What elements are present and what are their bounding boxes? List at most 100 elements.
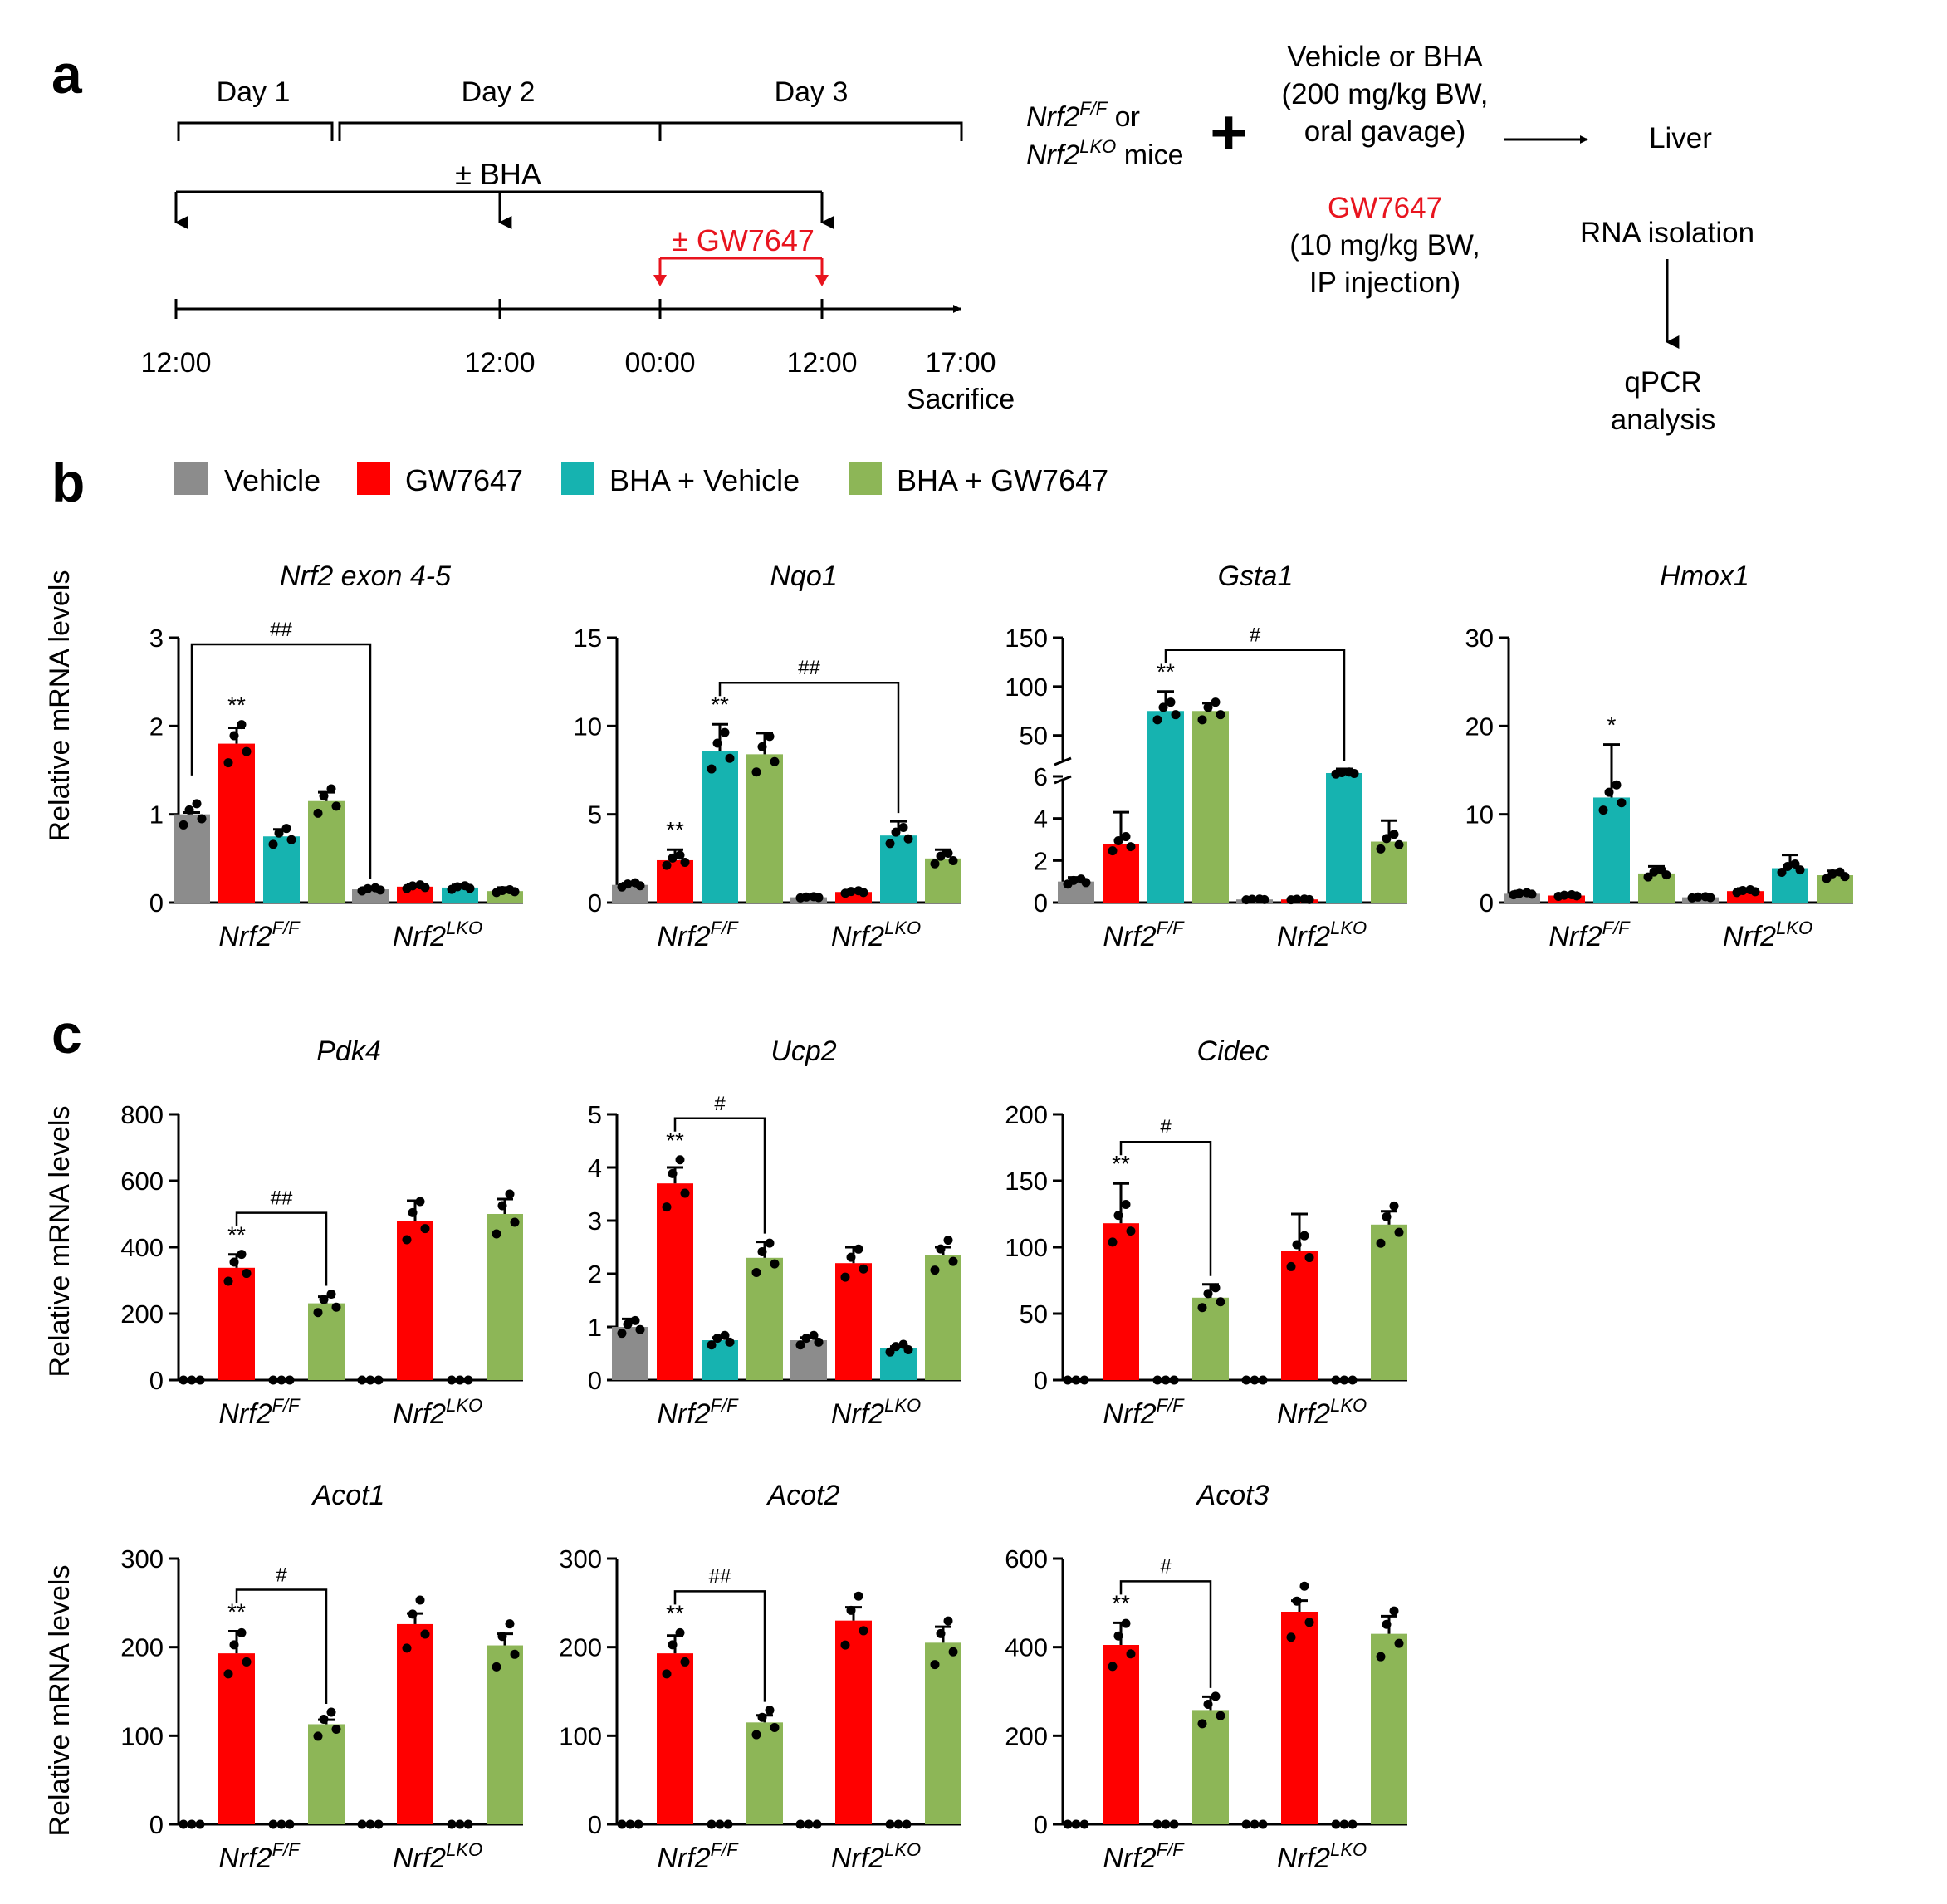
bar-bha-gw7647 <box>746 1722 783 1824</box>
comparison-bracket <box>190 643 372 879</box>
bar-gw7647 <box>835 1263 872 1380</box>
data-point <box>237 1250 247 1260</box>
data-point <box>814 1337 824 1347</box>
bar-vehicle <box>174 814 210 903</box>
data-point <box>840 1272 850 1282</box>
chart-title: Ucp2 <box>770 1035 836 1067</box>
y-tick-label: 0 <box>588 888 602 918</box>
y-tick-label: 6 <box>1034 762 1048 791</box>
y-tick-label: 30 <box>1465 624 1494 653</box>
data-point <box>1299 1231 1309 1241</box>
bar-bha-gw7647 <box>1192 711 1229 903</box>
data-point <box>1389 830 1399 839</box>
legend-swatch-vehicle <box>174 462 208 495</box>
data-point <box>623 879 633 889</box>
data-point <box>1247 894 1257 904</box>
bar-gw7647 <box>1548 895 1585 903</box>
data-point <box>492 1662 501 1672</box>
y-tick-label: 0 <box>1034 1810 1048 1839</box>
data-point <box>948 1647 958 1657</box>
data-point <box>885 1347 895 1357</box>
rna-isolation-label: RNA isolation <box>1580 217 1754 249</box>
data-point <box>179 1819 188 1829</box>
data-point <box>447 1819 457 1829</box>
data-point <box>497 1632 507 1642</box>
data-point <box>276 1819 286 1829</box>
data-point <box>1211 697 1221 707</box>
gw-detail-line-2: IP injection) <box>1309 267 1460 299</box>
data-point <box>1292 894 1302 904</box>
y-tick-label: 100 <box>559 1721 602 1750</box>
data-point <box>846 887 856 897</box>
data-point <box>1840 872 1850 882</box>
bar-bha-gw7647 <box>746 1257 783 1380</box>
data-point <box>720 727 730 737</box>
data-point <box>1260 894 1269 904</box>
data-point <box>725 753 735 763</box>
bar-gw7647 <box>1281 1251 1318 1380</box>
y-tick-label: 200 <box>1005 1721 1048 1750</box>
data-point <box>1572 891 1582 901</box>
data-point <box>757 1246 767 1256</box>
data-point <box>1071 1375 1081 1385</box>
data-point <box>463 1819 473 1829</box>
data-point <box>1705 893 1715 903</box>
bar-bha-gw7647 <box>1371 841 1407 903</box>
data-point <box>668 853 678 863</box>
time-label-5: 17:00 <box>925 347 996 379</box>
data-point <box>326 1707 336 1717</box>
x-group-label: Nrf2F/F <box>1103 1839 1185 1874</box>
data-point <box>675 1627 685 1637</box>
data-point <box>723 1819 733 1829</box>
y-tick-label: 15 <box>574 624 602 653</box>
bar-gw7647 <box>218 1267 255 1380</box>
data-point <box>1113 1211 1123 1221</box>
bar-gw7647 <box>397 1623 433 1824</box>
data-point <box>1197 1303 1207 1313</box>
bar-bha-gw7647 <box>746 754 783 903</box>
data-point <box>1783 861 1793 871</box>
data-point <box>891 827 901 837</box>
data-point <box>1250 1375 1260 1385</box>
data-point <box>634 1819 643 1829</box>
data-point <box>1063 1819 1073 1829</box>
y-tick-label: 3 <box>588 1207 602 1236</box>
y-tick-label: 1 <box>149 800 164 830</box>
time-label-3: 00:00 <box>624 347 695 379</box>
data-point <box>859 1626 868 1636</box>
bar-gw7647 <box>657 1653 693 1824</box>
data-point <box>1389 1606 1399 1616</box>
data-point <box>859 1264 868 1274</box>
gw-detail-line-1: (10 mg/kg BW, <box>1289 229 1480 262</box>
data-point <box>402 1643 412 1653</box>
y-tick-label: 0 <box>149 1810 164 1839</box>
data-point <box>179 1375 188 1385</box>
comparison-bracket <box>1119 1580 1212 1688</box>
data-point <box>1292 1596 1302 1606</box>
y-tick-label: 300 <box>120 1544 164 1574</box>
data-point <box>1376 844 1386 854</box>
data-point <box>893 1819 903 1829</box>
qpcr-line-1: qPCR <box>1624 366 1701 399</box>
data-point <box>374 1819 384 1829</box>
data-point <box>331 801 341 811</box>
data-point <box>625 1819 635 1829</box>
vehicle-bha-line-3: oral gavage) <box>1304 115 1466 148</box>
data-point <box>814 893 824 903</box>
legend-swatch-bha-gw7647 <box>849 462 882 495</box>
comparison-bracket <box>718 681 900 814</box>
significance-mark: ** <box>711 692 729 717</box>
data-point <box>510 1649 520 1659</box>
mice-line-1: Nrf2F/F or <box>1026 98 1140 133</box>
data-point <box>510 887 520 897</box>
bar-bha-vehicle <box>702 751 738 903</box>
significance-mark: ** <box>227 1222 246 1248</box>
significance-mark: ** <box>227 693 246 718</box>
data-point <box>184 805 194 815</box>
bar-bha-vehicle <box>1326 773 1362 903</box>
data-point <box>720 1330 730 1340</box>
data-point <box>510 1217 520 1227</box>
legend: Vehicle GW7647 BHA + Vehicle BHA + GW764… <box>174 462 1108 497</box>
data-point <box>662 1202 672 1212</box>
